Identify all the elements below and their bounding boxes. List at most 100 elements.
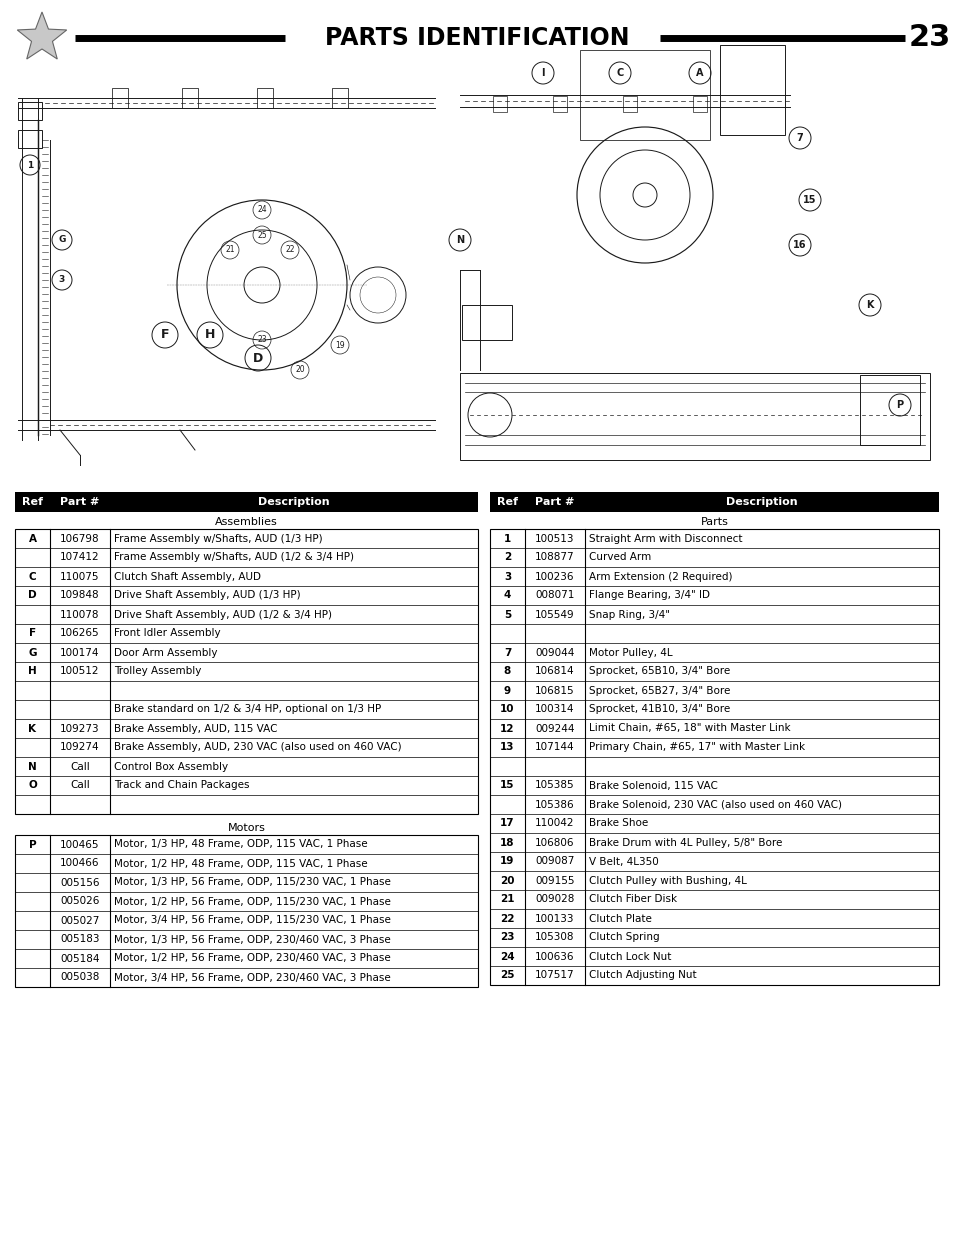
Text: 106806: 106806 [535,837,574,847]
Text: 100465: 100465 [60,840,100,850]
Text: Ref: Ref [22,496,43,508]
Text: Curved Arm: Curved Arm [588,552,651,562]
Text: Sprocket, 65B27, 3/4" Bore: Sprocket, 65B27, 3/4" Bore [588,685,730,695]
Text: N: N [456,235,463,245]
Bar [18,130,42,148]
Text: 106814: 106814 [535,667,575,677]
Bar [692,96,706,112]
Text: 106815: 106815 [535,685,575,695]
Text: 009087: 009087 [535,857,574,867]
Bar [15,835,477,987]
Text: 009044: 009044 [535,647,574,657]
Text: Parts: Parts [700,517,728,527]
Bar [490,529,938,986]
Text: Arm Extension (2 Required): Arm Extension (2 Required) [588,572,732,582]
Text: H: H [205,329,215,342]
Text: Clutch Adjusting Nut: Clutch Adjusting Nut [588,971,696,981]
Text: 22: 22 [285,246,294,254]
Text: N: N [28,762,37,772]
Text: 009244: 009244 [535,724,574,734]
Text: 109273: 109273 [60,724,100,734]
Text: 009155: 009155 [535,876,574,885]
Bar [256,88,273,107]
Text: Brake standard on 1/2 & 3/4 HP, optional on 1/3 HP: Brake standard on 1/2 & 3/4 HP, optional… [113,704,381,715]
Text: A: A [696,68,703,78]
Text: 13: 13 [499,742,515,752]
Text: H: H [28,667,37,677]
Text: Brake Shoe: Brake Shoe [588,819,648,829]
Text: G: G [58,236,66,245]
Text: D: D [253,352,263,364]
Text: Motor Pulley, 4L: Motor Pulley, 4L [588,647,672,657]
Text: K: K [865,300,873,310]
Text: Description: Description [258,496,330,508]
Bar [493,96,506,112]
Bar [579,49,709,140]
Text: 20: 20 [499,876,515,885]
Text: Motors: Motors [228,823,265,832]
Text: Brake Assembly, AUD, 230 VAC (also used on 460 VAC): Brake Assembly, AUD, 230 VAC (also used … [113,742,401,752]
Text: 17: 17 [499,819,515,829]
Text: D: D [29,590,37,600]
Text: Track and Chain Packages: Track and Chain Packages [113,781,250,790]
Text: 12: 12 [499,724,515,734]
Text: 110042: 110042 [535,819,574,829]
Text: 005156: 005156 [60,878,100,888]
Text: Motor, 1/2 HP, 56 Frame, ODP, 115/230 VAC, 1 Phase: Motor, 1/2 HP, 56 Frame, ODP, 115/230 VA… [113,897,391,906]
Text: 7: 7 [503,647,511,657]
Text: 15: 15 [499,781,515,790]
Text: V Belt, 4L350: V Belt, 4L350 [588,857,659,867]
Text: Snap Ring, 3/4": Snap Ring, 3/4" [588,610,669,620]
Text: Frame Assembly w/Shafts, AUD (1/2 & 3/4 HP): Frame Assembly w/Shafts, AUD (1/2 & 3/4 … [113,552,354,562]
Bar [720,44,784,135]
Text: 23: 23 [257,336,267,345]
Text: Description: Description [725,496,797,508]
Text: 110078: 110078 [60,610,100,620]
Text: 005026: 005026 [60,897,99,906]
Bar [742,96,757,112]
Text: 24: 24 [499,951,515,962]
Text: 21: 21 [225,246,234,254]
Text: 3: 3 [59,275,65,284]
Text: Frame Assembly w/Shafts, AUD (1/3 HP): Frame Assembly w/Shafts, AUD (1/3 HP) [113,534,322,543]
Bar [459,373,929,459]
Text: Motor, 3/4 HP, 56 Frame, ODP, 115/230 VAC, 1 Phase: Motor, 3/4 HP, 56 Frame, ODP, 115/230 VA… [113,915,391,925]
Text: Door Arm Assembly: Door Arm Assembly [113,647,217,657]
Bar [112,88,128,107]
Text: 25: 25 [499,971,515,981]
Text: Trolley Assembly: Trolley Assembly [113,667,201,677]
Text: 106265: 106265 [60,629,100,638]
Text: 20: 20 [294,366,305,374]
Text: F: F [29,629,36,638]
Text: P: P [29,840,36,850]
Text: Brake Drum with 4L Pulley, 5/8" Bore: Brake Drum with 4L Pulley, 5/8" Bore [588,837,781,847]
Text: 18: 18 [499,837,515,847]
Bar [15,492,477,513]
Text: Clutch Fiber Disk: Clutch Fiber Disk [588,894,677,904]
Bar [332,88,348,107]
Text: 22: 22 [499,914,515,924]
Text: 10: 10 [499,704,515,715]
Text: 005184: 005184 [60,953,100,963]
Text: 5: 5 [503,610,511,620]
Text: 4: 4 [503,590,511,600]
Text: 8: 8 [503,667,511,677]
Text: Clutch Spring: Clutch Spring [588,932,659,942]
Text: F: F [161,329,169,342]
Text: Sprocket, 65B10, 3/4" Bore: Sprocket, 65B10, 3/4" Bore [588,667,729,677]
Text: 100314: 100314 [535,704,574,715]
Text: 100174: 100174 [60,647,100,657]
Text: PARTS IDENTIFICATION: PARTS IDENTIFICATION [324,26,629,49]
Bar [15,529,477,814]
Text: 100133: 100133 [535,914,574,924]
Text: A: A [29,534,36,543]
Text: C: C [29,572,36,582]
Text: Brake Assembly, AUD, 115 VAC: Brake Assembly, AUD, 115 VAC [113,724,277,734]
Text: 19: 19 [499,857,515,867]
Text: 24: 24 [257,205,267,215]
Bar [553,96,566,112]
Bar [490,492,938,513]
Text: Drive Shaft Assembly, AUD (1/2 & 3/4 HP): Drive Shaft Assembly, AUD (1/2 & 3/4 HP) [113,610,332,620]
Text: Motor, 1/2 HP, 48 Frame, ODP, 115 VAC, 1 Phase: Motor, 1/2 HP, 48 Frame, ODP, 115 VAC, 1… [113,858,367,868]
Text: Motor, 1/3 HP, 56 Frame, ODP, 230/460 VAC, 3 Phase: Motor, 1/3 HP, 56 Frame, ODP, 230/460 VA… [113,935,391,945]
